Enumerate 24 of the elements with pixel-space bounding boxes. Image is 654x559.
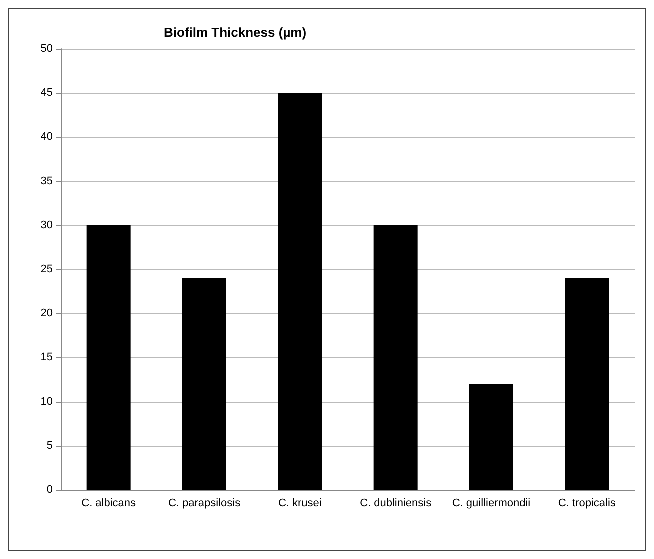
bar — [278, 93, 322, 490]
y-tick-label: 25 — [40, 264, 53, 276]
bar — [565, 278, 610, 490]
chart-title: Biofilm Thickness (µm) — [164, 25, 307, 40]
y-tick-label: 45 — [40, 87, 53, 100]
y-tick-label: 10 — [40, 396, 53, 408]
y-tick-label: 30 — [40, 219, 53, 232]
bar — [374, 225, 418, 490]
x-tick-label: C. parapsilosis — [168, 498, 242, 510]
x-tick-label: C. tropicalis — [558, 498, 616, 510]
y-tick-label: 0 — [46, 484, 53, 496]
x-tick-label: C. guilliermondii — [452, 498, 531, 510]
x-tick-label: C. albicans — [82, 498, 137, 510]
bar — [469, 384, 514, 490]
y-tick-label: 40 — [40, 131, 53, 144]
y-tick-label: 50 — [40, 43, 53, 55]
y-tick-label: 35 — [40, 175, 53, 188]
x-tick-label: C. dubliniensis — [360, 498, 432, 510]
y-tick-label: 20 — [40, 308, 53, 320]
y-tick-label: 15 — [40, 352, 53, 364]
bar — [86, 225, 131, 490]
bar — [182, 278, 227, 490]
x-tick-label: C. krusei — [278, 498, 322, 510]
y-tick-label: 5 — [46, 440, 53, 452]
